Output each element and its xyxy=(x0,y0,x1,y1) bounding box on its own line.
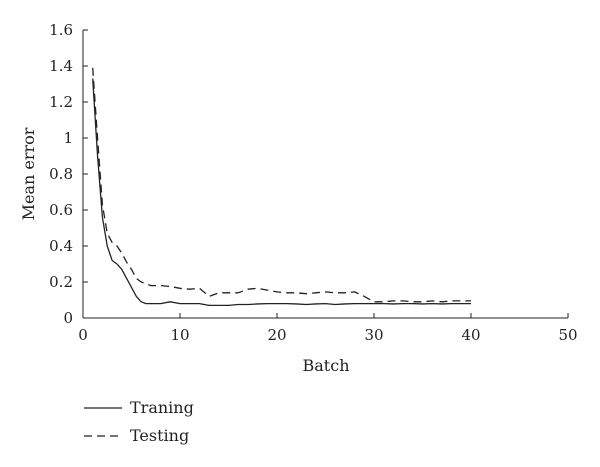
x-tick-label: 10 xyxy=(170,326,189,344)
y-tick-label: 1.2 xyxy=(49,93,73,111)
y-tick-label: 0 xyxy=(63,309,73,327)
x-tick-label: 0 xyxy=(78,326,88,344)
x-tick-label: 40 xyxy=(461,326,480,344)
y-tick-label: 1.4 xyxy=(49,57,73,75)
series-line-testing xyxy=(92,67,471,303)
y-axis-label: Mean error xyxy=(19,127,38,220)
series-lines xyxy=(92,67,471,307)
y-tick-label: 0.8 xyxy=(49,165,73,183)
x-axis-label: Batch xyxy=(303,356,350,375)
legend-label-traning: Traning xyxy=(130,398,194,417)
legend: Traning Testing xyxy=(84,398,194,445)
legend-label-testing: Testing xyxy=(130,426,189,445)
x-tick-label: 30 xyxy=(364,326,383,344)
y-tick-label: 1 xyxy=(63,129,73,147)
x-tick-label: 20 xyxy=(267,326,286,344)
x-ticks: 0 10 20 30 40 50 xyxy=(78,313,578,344)
y-tick-label: 0.2 xyxy=(49,273,73,291)
plot-area: 0 10 20 30 40 50 0 0.2 0.4 0.6 0.8 1 1.2 1.4 1.6 xyxy=(49,21,577,344)
y-ticks: 0 0.2 0.4 0.6 0.8 1 1.2 1.4 1.6 xyxy=(49,21,88,327)
y-tick-label: 0.6 xyxy=(49,201,73,219)
y-tick-label: 0.4 xyxy=(49,237,73,255)
series-line-traning xyxy=(92,78,471,307)
x-tick-label: 50 xyxy=(558,326,577,344)
y-tick-label: 1.6 xyxy=(49,21,73,39)
